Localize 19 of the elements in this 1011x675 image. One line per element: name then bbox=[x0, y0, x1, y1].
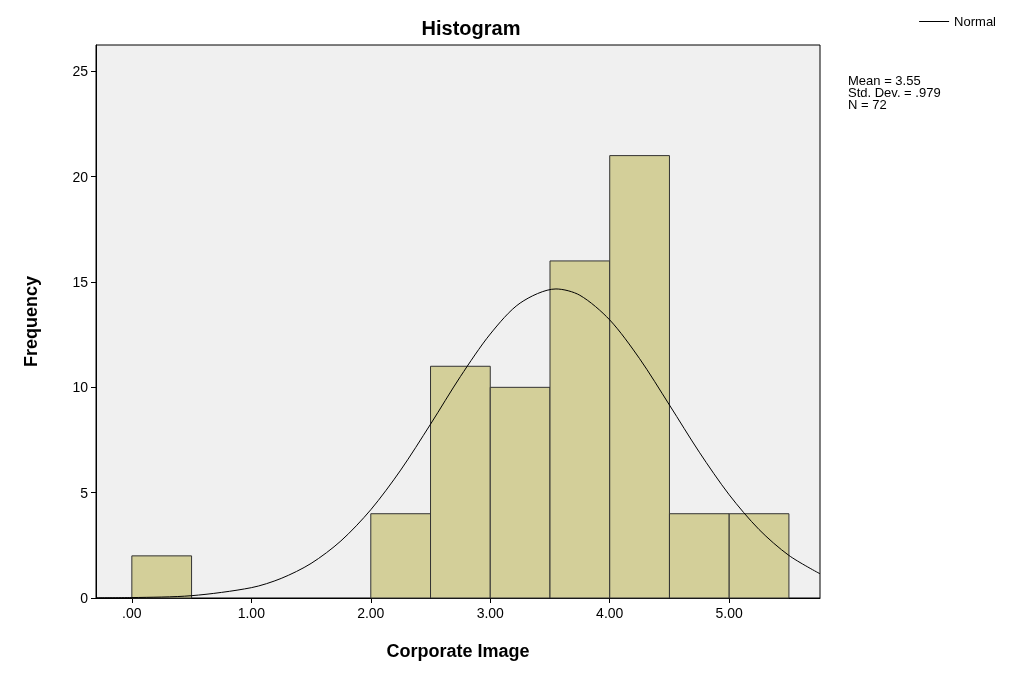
y-tick-label: 15 bbox=[72, 274, 89, 290]
y-tick-label: 25 bbox=[72, 63, 89, 80]
x-tick-label: 2.00 bbox=[357, 605, 385, 621]
x-tick-label: 5.00 bbox=[715, 605, 744, 621]
y-tick-label: 20 bbox=[72, 168, 89, 185]
legend-label: Normal bbox=[954, 14, 997, 29]
x-tick-label: 4.00 bbox=[596, 605, 624, 621]
text: N = 72 bbox=[848, 97, 887, 112]
y-tick-label: 10 bbox=[72, 379, 89, 396]
y-tick-label: 5 bbox=[80, 484, 89, 501]
x-axis-title: Corporate Image bbox=[386, 641, 530, 661]
x-tick-label: 3.00 bbox=[476, 605, 505, 621]
chart-title: Histogram bbox=[421, 17, 521, 39]
x-tick-label: 1.00 bbox=[237, 605, 266, 621]
text: Std. Dev. = .979 bbox=[848, 85, 941, 100]
y-axis-title: Frequency bbox=[21, 275, 41, 368]
x-tick-label: .00 bbox=[122, 605, 142, 621]
text: Mean = 3.55 bbox=[848, 73, 921, 88]
y-tick-label: 0 bbox=[80, 590, 89, 606]
